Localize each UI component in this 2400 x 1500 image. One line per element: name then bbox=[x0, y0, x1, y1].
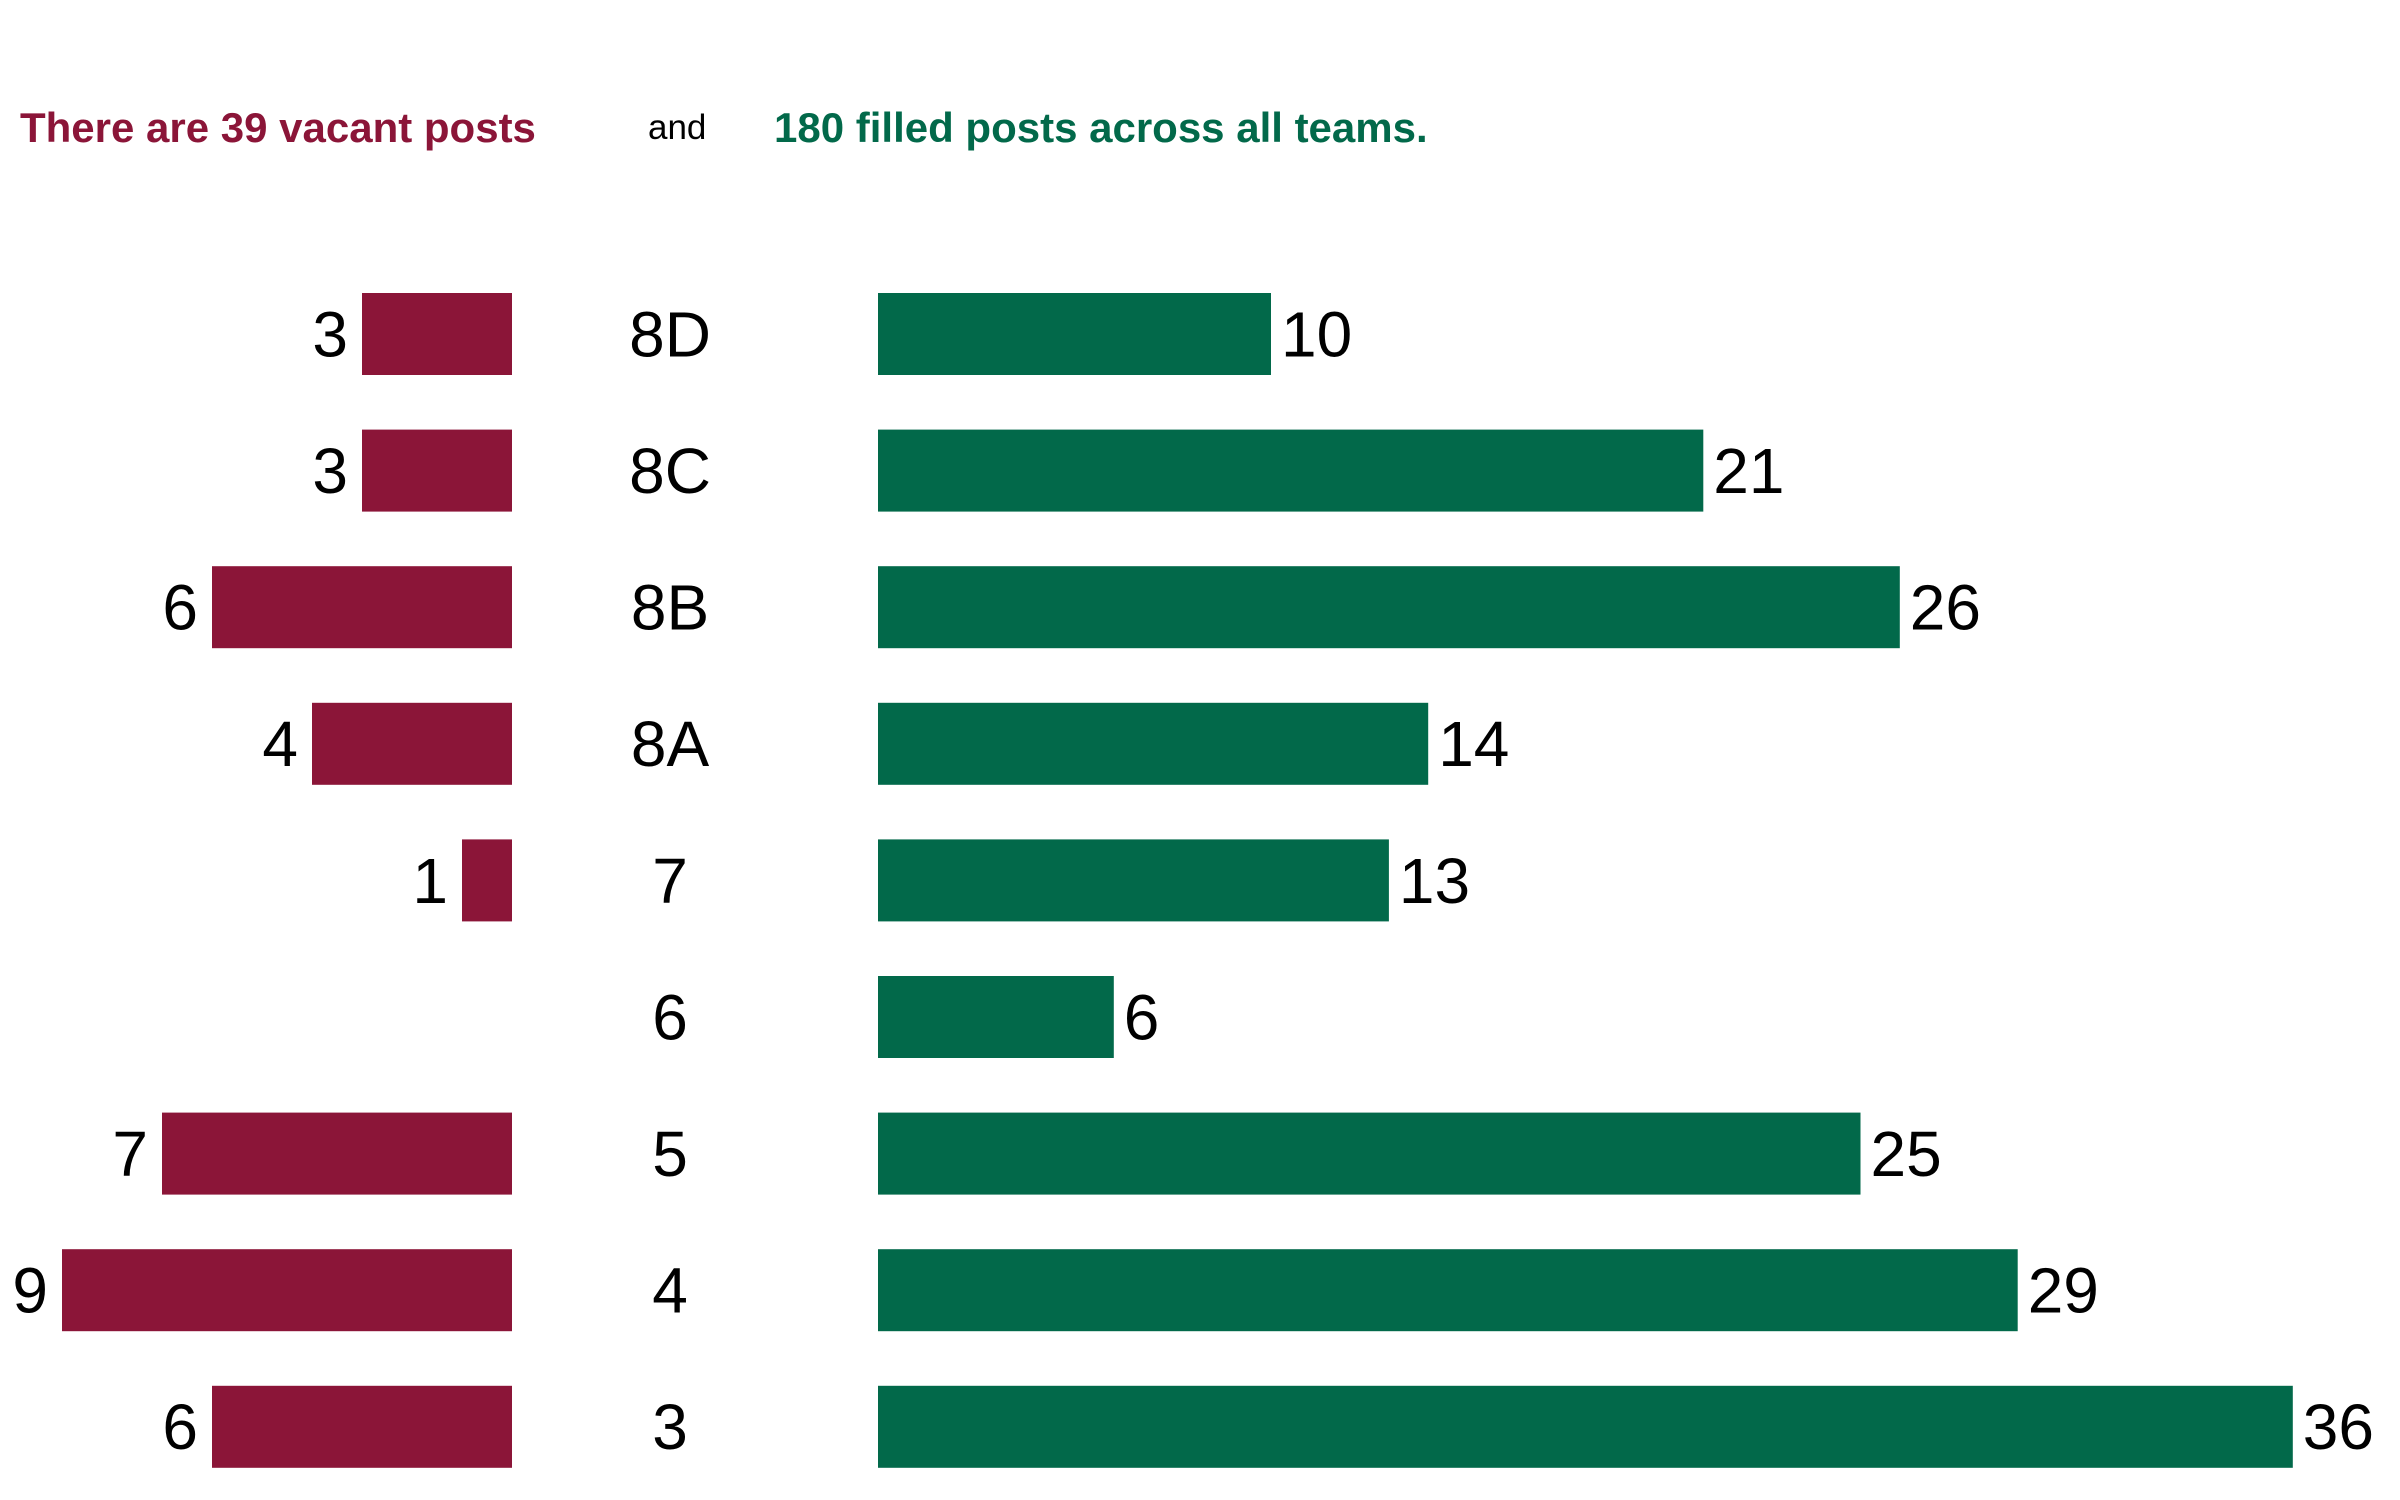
filled-bar bbox=[878, 1249, 2018, 1332]
filled-value-label: 26 bbox=[1910, 572, 1981, 644]
category-label: 8D bbox=[629, 298, 711, 370]
filled-value-label: 13 bbox=[1399, 845, 1470, 917]
filled-summary: 180 filled posts across all teams. bbox=[774, 104, 1428, 151]
filled-bar bbox=[878, 1112, 1861, 1195]
filled-value-label: 10 bbox=[1281, 298, 1352, 370]
vacant-bar bbox=[212, 566, 512, 649]
filled-bar bbox=[878, 429, 1704, 512]
vacant-bar bbox=[62, 1249, 512, 1332]
category-label: 7 bbox=[652, 845, 688, 917]
filled-value-label: 6 bbox=[1124, 981, 1160, 1053]
filled-bar bbox=[878, 293, 1271, 375]
vacant-value-label: 6 bbox=[162, 572, 198, 644]
category-label: 8C bbox=[629, 435, 711, 507]
filled-value-label: 36 bbox=[2303, 1391, 2374, 1463]
vacant-bar bbox=[362, 429, 512, 512]
category-label: 3 bbox=[652, 1391, 688, 1463]
filled-value-label: 25 bbox=[1871, 1118, 1942, 1190]
filled-bar bbox=[878, 976, 1114, 1058]
and-connector: and bbox=[648, 108, 707, 147]
vacant-bar bbox=[162, 1112, 512, 1195]
category-label: 8A bbox=[631, 708, 710, 780]
vacant-value-label: 4 bbox=[262, 708, 298, 780]
category-label: 5 bbox=[652, 1118, 688, 1190]
vacant-value-label: 3 bbox=[312, 298, 348, 370]
filled-bar bbox=[878, 839, 1389, 922]
filled-value-label: 29 bbox=[2028, 1255, 2099, 1327]
filled-bar bbox=[878, 702, 1429, 785]
vacant-summary: There are 39 vacant posts bbox=[20, 104, 536, 151]
category-label: 8B bbox=[631, 572, 709, 644]
vacant-bar bbox=[462, 839, 512, 922]
vacant-value-label: 3 bbox=[312, 435, 348, 507]
vacant-value-label: 6 bbox=[162, 1391, 198, 1463]
category-label: 4 bbox=[652, 1255, 688, 1327]
vacant-value-label: 7 bbox=[112, 1118, 148, 1190]
vacant-bar bbox=[362, 293, 512, 375]
filled-bar bbox=[878, 1385, 2293, 1468]
vacant-bar bbox=[312, 702, 512, 785]
vacant-bar bbox=[212, 1385, 512, 1468]
vacant-value-label: 9 bbox=[12, 1255, 48, 1327]
filled-bar bbox=[878, 566, 1900, 649]
filled-value-label: 21 bbox=[1713, 435, 1784, 507]
chart-header: There are 39 vacant posts and 180 filled… bbox=[0, 98, 2400, 158]
vacant-value-label: 1 bbox=[412, 845, 448, 917]
filled-value-label: 14 bbox=[1438, 708, 1509, 780]
category-label: 6 bbox=[652, 981, 688, 1053]
